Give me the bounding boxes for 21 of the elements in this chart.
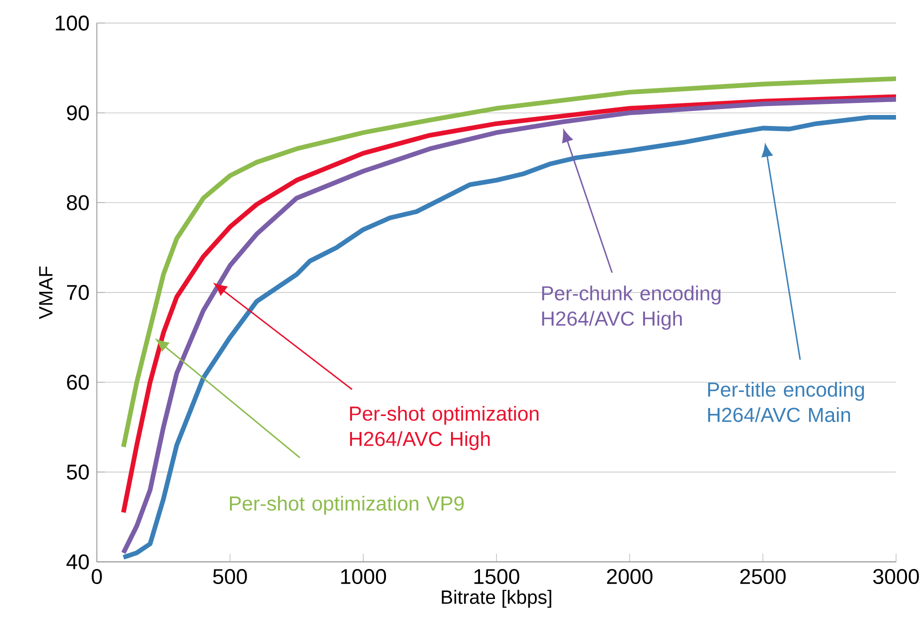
x-tick-label: 3000 xyxy=(873,568,919,584)
text: Per-chunk encoding H264/AVC High xyxy=(542,286,720,330)
y-tick-label: 40 xyxy=(66,554,89,570)
text: Per-shot optimization VP9 xyxy=(230,496,464,515)
y-tick-label: 100 xyxy=(56,16,89,31)
x-tick-label: 1000 xyxy=(341,568,386,584)
line-series xyxy=(121,76,896,450)
y-axis-title: VMAF xyxy=(39,266,52,320)
x-tick-label: 2000 xyxy=(607,568,652,584)
x-tick-label: 1500 xyxy=(474,568,520,584)
text: Per-shot optimization H264/AVC High xyxy=(350,406,538,450)
x-tick-label: 0 xyxy=(92,568,102,584)
x-tick-label: 500 xyxy=(213,568,247,584)
x-tick-label: 2500 xyxy=(740,568,786,584)
text: Per-title encoding H264/AVC Main xyxy=(708,382,864,422)
y-tick-label: 70 xyxy=(67,284,89,300)
x-axis-title: Bitrate [kbps] xyxy=(442,590,552,608)
y-tick-label: 60 xyxy=(67,374,89,390)
y-tick-label: 80 xyxy=(66,195,89,210)
y-tick-label: 50 xyxy=(66,464,89,480)
y-tick-label: 90 xyxy=(66,105,89,120)
